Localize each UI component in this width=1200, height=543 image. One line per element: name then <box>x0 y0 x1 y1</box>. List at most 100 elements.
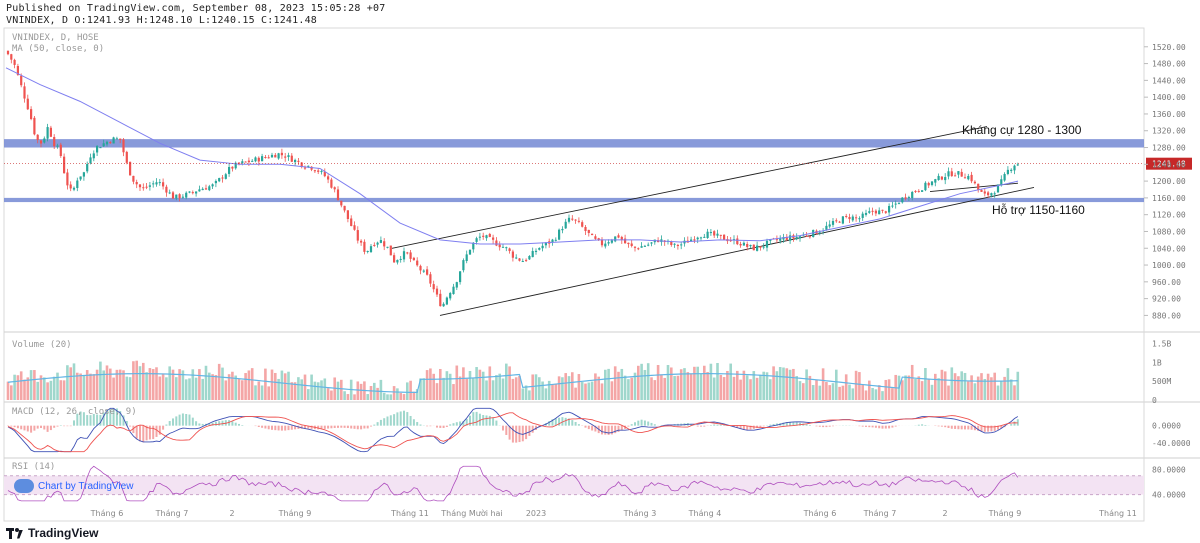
macd-histogram-bar <box>343 425 346 428</box>
candle-body <box>828 224 831 227</box>
volume-bar <box>379 379 383 400</box>
volume-bar <box>646 363 650 400</box>
candle-body <box>917 190 920 192</box>
candle-body <box>274 154 277 158</box>
volume-bar <box>85 370 89 400</box>
macd-histogram-bar <box>46 425 49 432</box>
volume-bar <box>742 370 746 400</box>
candle-body <box>901 197 904 203</box>
candle-body <box>736 238 739 245</box>
volume-bar <box>914 379 917 400</box>
macd-histogram-bar <box>742 425 745 430</box>
candle-body <box>389 245 392 256</box>
candle-body <box>86 164 89 172</box>
candle-body <box>604 243 607 247</box>
volume-bar <box>442 377 445 400</box>
footer-brand[interactable]: TradingView <box>6 526 98 540</box>
volume-bar <box>389 394 393 400</box>
macd-histogram-bar <box>525 425 528 440</box>
candle-body <box>195 191 198 194</box>
macd-histogram-bar <box>878 425 881 429</box>
candle-body <box>640 246 643 248</box>
macd-histogram-bar <box>264 425 267 429</box>
macd-histogram-bar <box>511 425 514 443</box>
macd-histogram-bar <box>749 425 752 430</box>
candle-body <box>234 162 237 169</box>
candle-body <box>89 157 92 164</box>
volume-bar <box>396 388 399 400</box>
rsi-tick-label: 80.0000 <box>1152 465 1186 474</box>
volume-bar <box>828 385 831 400</box>
macd-histogram-bar <box>76 413 79 426</box>
macd-histogram-bar <box>921 424 924 426</box>
candle-body <box>261 156 264 162</box>
volume-bar <box>891 388 894 400</box>
volume-bar <box>415 389 419 400</box>
macd-histogram-bar <box>412 419 415 426</box>
macd-histogram-bar <box>643 420 646 426</box>
macd-histogram-bar <box>389 415 392 426</box>
candle-body <box>762 246 765 248</box>
macd-histogram-bar <box>917 424 920 426</box>
candle-body <box>257 157 260 162</box>
candle-body <box>957 171 960 175</box>
chart-frame <box>3 27 1145 522</box>
candle-body <box>855 217 858 219</box>
candle-body <box>244 161 247 163</box>
volume-bar <box>369 386 373 400</box>
tradingview-logo-icon <box>6 527 24 539</box>
candle-body <box>439 293 442 307</box>
candle-body <box>270 154 274 158</box>
candle-body <box>132 175 135 182</box>
macd-histogram-bar <box>983 425 986 432</box>
macd-histogram-bar <box>327 425 330 429</box>
y-tick-label: 1520.00 <box>1152 43 1186 52</box>
volume-bar <box>132 361 135 400</box>
volume-bar <box>465 378 468 400</box>
y-tick-label: 1400.00 <box>1152 93 1186 102</box>
volume-bar <box>95 369 99 400</box>
volume-bar <box>947 385 950 400</box>
volume-bar <box>835 369 838 400</box>
candle-body <box>960 171 963 177</box>
volume-bar <box>564 373 567 400</box>
candle-body <box>521 261 524 263</box>
volume-bar <box>422 378 426 400</box>
candle-body <box>937 175 940 181</box>
volume-bar <box>158 376 162 400</box>
candle-body <box>831 220 835 225</box>
candle-body <box>525 259 528 261</box>
macd-histogram-bar <box>449 424 452 426</box>
volume-bar <box>277 378 280 400</box>
macd-histogram-bar <box>132 425 135 434</box>
macd-histogram-bar <box>746 425 749 430</box>
macd-histogram-bar <box>69 425 72 427</box>
candle-body <box>798 236 802 239</box>
candle-body <box>709 232 712 234</box>
candle-body <box>973 181 976 184</box>
macd-histogram-bar <box>558 417 561 426</box>
candle-body <box>393 255 396 263</box>
macd-histogram-bar <box>564 417 567 426</box>
volume-bar <box>861 384 864 400</box>
volume-bar <box>1013 385 1016 400</box>
volume-bar <box>201 378 204 400</box>
macd-histogram-bar <box>601 425 603 435</box>
candle-body <box>693 239 696 241</box>
macd-histogram-bar <box>155 425 158 437</box>
candle-body <box>723 234 726 240</box>
volume-bar <box>330 390 333 400</box>
candle-body <box>511 251 514 258</box>
volume-bar <box>617 371 620 400</box>
macd-histogram-bar <box>129 425 132 427</box>
candle-body <box>432 284 435 290</box>
macd-histogram-bar <box>168 421 171 426</box>
candle-body <box>680 244 683 246</box>
volume-bar <box>963 372 967 400</box>
candle-body <box>627 242 630 245</box>
volume-bar <box>52 376 56 400</box>
candle-body <box>145 186 148 188</box>
macd-histogram-bar <box>865 425 867 427</box>
volume-bar <box>854 370 858 400</box>
